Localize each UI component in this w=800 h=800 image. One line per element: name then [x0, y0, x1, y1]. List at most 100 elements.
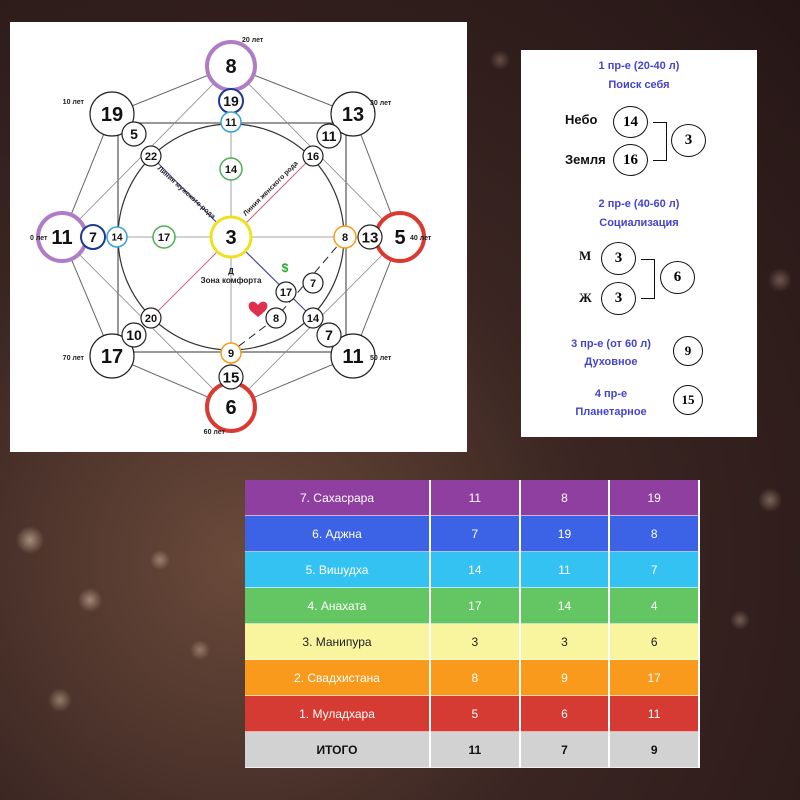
chakra-row: 4. Анахата 17 14 4	[245, 587, 700, 624]
bracket	[641, 259, 655, 299]
earth-label: Земля	[565, 152, 606, 167]
node-circle	[302, 145, 324, 167]
chakra-value-c1: 14	[430, 551, 521, 588]
p1-result: 3	[671, 124, 706, 157]
node-value: 8	[342, 232, 348, 244]
age-label: 10 лет	[63, 99, 85, 106]
node-circle	[106, 226, 128, 248]
chakra-value-c2: 9	[519, 659, 611, 696]
node-value: 16	[307, 151, 319, 163]
node-value: 10	[126, 327, 142, 343]
chakra-row: 1. Муладхара 5 6 11	[245, 695, 700, 732]
chakra-value-c2: 11	[519, 551, 611, 588]
age-label: 70 лет	[63, 355, 85, 362]
p4-title: 4 пр-е	[594, 388, 628, 400]
p1-title: 1 пр-е (20-40 л)	[598, 60, 680, 72]
node-value: 13	[362, 229, 379, 246]
p4-result: 15	[673, 385, 703, 415]
node-value: 14	[111, 233, 123, 244]
node-value: 17	[158, 232, 170, 244]
node-circle	[316, 123, 342, 149]
node-circle	[89, 333, 135, 379]
p4-subtitle: Планетарное	[575, 406, 647, 418]
earth-value: 16	[613, 144, 648, 176]
node-value: 5	[394, 227, 405, 249]
chakra-name: 4. Анахата	[245, 587, 431, 624]
node-circle	[302, 307, 324, 329]
node-value: 5	[130, 126, 138, 142]
chakra-value-c2: 8	[519, 480, 611, 516]
node-circle	[220, 342, 242, 364]
dashed-line	[230, 317, 277, 353]
chakra-table: 7. Сахасрара 11 8 19 6. Аджна 7 19 8 5. Вишудха 1…	[245, 480, 700, 768]
chakra-name: ИТОГО	[245, 731, 431, 768]
chakra-value-c3: 8	[609, 515, 700, 552]
node-circle	[80, 224, 106, 250]
chakra-value-c1: 17	[430, 587, 521, 624]
chakra-value-c1: 3	[430, 623, 521, 660]
chakra-row: 3. Манипура 3 3 6	[245, 623, 700, 660]
purposes-panel: 1 пр-е (20-40 л) Поиск себя Небо 14 Земл…	[521, 50, 757, 437]
node-circle	[140, 307, 162, 329]
node-circle	[330, 333, 376, 379]
chakra-value-c1: 7	[430, 515, 521, 552]
node-value: 14	[307, 313, 320, 325]
node-value: 11	[322, 128, 337, 144]
node-circle	[121, 322, 147, 348]
node-value: 11	[51, 227, 72, 249]
chakra-row: 5. Вишудха 14 11 7	[245, 551, 700, 588]
node-circle	[89, 91, 135, 137]
node-value: 8	[225, 56, 236, 78]
chakra-name: 3. Манипура	[245, 623, 431, 660]
bracket	[653, 122, 667, 161]
age-label: 0 лет	[30, 235, 48, 242]
chakra-value-c2: 19	[519, 515, 611, 552]
node-circle	[330, 91, 376, 137]
node-value: 20	[145, 313, 157, 325]
node-value: 13	[342, 104, 364, 126]
chakra-value-c1: 11	[430, 480, 521, 516]
age-label: 40 лет	[410, 235, 432, 242]
chakra-value-c3: 7	[609, 551, 700, 588]
male-line-label: Линия мужского рода	[156, 165, 217, 221]
node-value: 7	[310, 278, 316, 290]
age-label: 60 лет	[204, 429, 226, 436]
comfort-zone-label: Зона комфорта	[201, 276, 262, 285]
age-label: 30 лет	[370, 100, 392, 107]
chakra-value-c2: 3	[519, 623, 611, 660]
node-circle	[121, 121, 147, 147]
dollar-icon: $	[282, 261, 289, 275]
chakra-name: 6. Аджна	[245, 515, 431, 552]
chakra-row: 6. Аджна 7 19 8	[245, 515, 700, 552]
node-value: 17	[280, 287, 292, 299]
chakra-value-c3: 4	[609, 587, 700, 624]
chakra-value-c3: 6	[609, 623, 700, 660]
chakra-value-c1: 5	[430, 695, 521, 732]
chakra-name: 2. Свадхистана	[245, 659, 431, 696]
node-value: 17	[101, 346, 123, 368]
chakra-value-c1: 11	[430, 731, 521, 768]
f-label: Ж	[579, 290, 592, 305]
chakra-row: 7. Сахасрара 11 8 19	[245, 480, 700, 516]
node-circle	[140, 145, 162, 167]
node-circle	[219, 157, 243, 181]
age-label: 20 лет	[242, 37, 264, 44]
p3-title: 3 пр-е (от 60 л)	[571, 338, 651, 350]
node-circle	[333, 225, 357, 249]
chakra-name: 1. Муладхара	[245, 695, 431, 732]
node-value: 9	[228, 348, 234, 360]
p1-subtitle: Поиск себя	[608, 79, 670, 91]
p3-subtitle: Духовное	[584, 356, 638, 368]
node-circle	[275, 281, 297, 303]
m-label: М	[579, 248, 592, 263]
node-circle	[302, 272, 324, 294]
node-value: 14	[225, 164, 238, 176]
matrix-diagram: 8 11 5 6 19 13 17 11 19 11 14 3 7 14 17 8 13 9 15 5 22 11 16 20…	[10, 22, 467, 452]
chakra-value-c1: 8	[430, 659, 521, 696]
total-row: ИТОГО 11 7 9	[245, 731, 700, 768]
node-value: 7	[325, 327, 333, 343]
p3-result: 9	[673, 336, 703, 366]
f-value: 3	[601, 282, 636, 315]
female-line-label: Линия женского рода	[242, 160, 299, 217]
